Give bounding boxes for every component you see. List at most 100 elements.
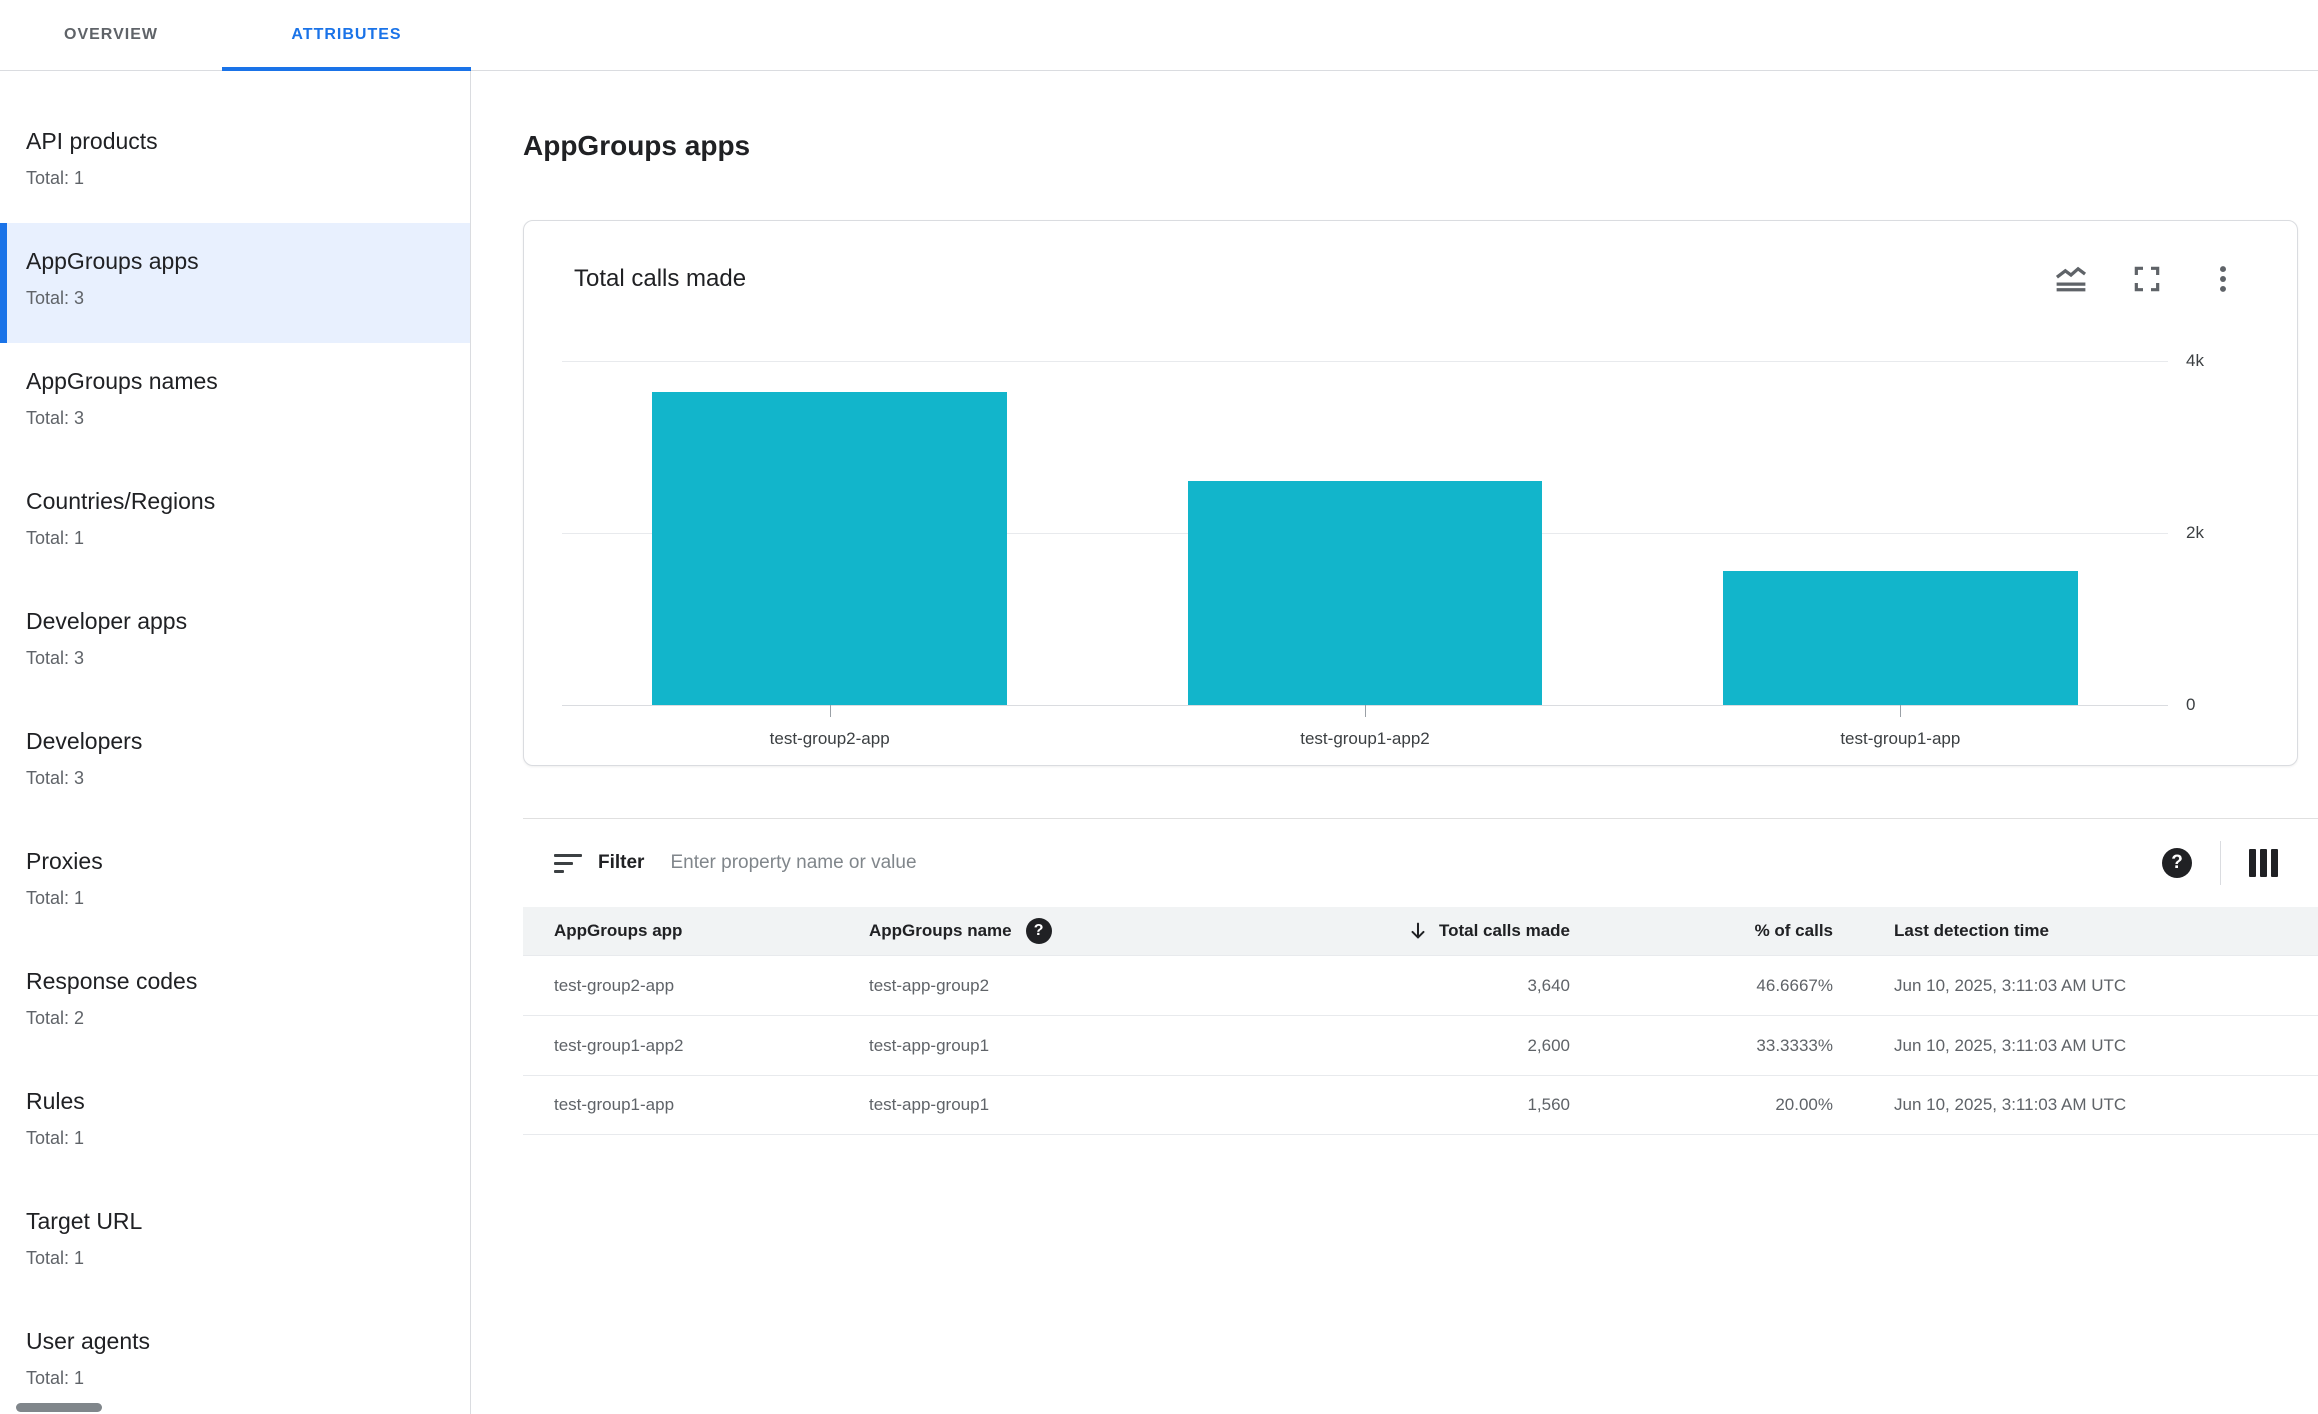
sidebar-item-label: API products: [26, 128, 158, 154]
table-cell: test-group1-app2: [554, 1035, 684, 1055]
sidebar-item-total: Total: 1: [26, 888, 85, 908]
chart-plot-area: test-group2-app test-group1-app2 test-grou…: [562, 361, 2168, 748]
chart-card-header: Total calls made: [524, 221, 2297, 297]
sidebar-item-developers[interactable]: Developers Total: 3: [0, 703, 470, 823]
sidebar-item-label: User agents: [26, 1328, 151, 1354]
sidebar-item-target-url[interactable]: Target URL Total: 1: [0, 1183, 470, 1303]
table-cell: 2,600: [1527, 1035, 1570, 1055]
horizontal-scrollbar-thumb[interactable]: [16, 1403, 102, 1412]
sidebar-item-label: Response codes: [26, 968, 198, 994]
tab-attributes[interactable]: ATTRIBUTES: [222, 0, 471, 71]
column-header-appgroups-app[interactable]: AppGroups app: [523, 921, 869, 941]
sort-desc-arrow-icon: [1407, 920, 1429, 942]
tab-bar: OVERVIEW ATTRIBUTES: [0, 0, 2318, 71]
sidebar-item-developer-apps[interactable]: Developer apps Total: 3: [0, 583, 470, 703]
filter-input[interactable]: [670, 852, 2162, 874]
gridline-4k: [562, 361, 2168, 362]
x-axis-label: test-group1-app2: [1300, 729, 1430, 748]
sidebar-item-rules[interactable]: Rules Total: 1: [0, 1063, 470, 1183]
table-row: test-group1-app test-app-group1 1,560 20.00…: [523, 1075, 2318, 1135]
sidebar-item-user-agents[interactable]: User agents Total: 1: [0, 1303, 470, 1414]
sidebar-item-label: Proxies: [26, 848, 103, 874]
sidebar-items: API products Total: 1 AppGroups apps Total:…: [0, 103, 470, 1414]
page-title: AppGroups apps: [523, 130, 751, 161]
bar-chart: test-group2-app test-group1-app2 test-grou…: [562, 351, 2252, 748]
sidebar-item-label: AppGroups apps: [26, 248, 199, 274]
sidebar-item-total: Total: 2: [26, 1008, 85, 1028]
main-panel: AppGroups apps Total calls made: [471, 71, 2318, 1414]
attribute-table-section: Filter ? AppGroups app AppGroups name? Tot…: [523, 818, 2318, 1135]
sidebar-item-total: Total: 3: [26, 288, 85, 308]
sidebar-item-label: Target URL: [26, 1208, 143, 1234]
table-cell: test-app-group1: [869, 1095, 990, 1114]
column-header-last-detection-time[interactable]: Last detection time: [1833, 921, 2318, 941]
sidebar-item-total: Total: 1: [26, 528, 85, 548]
fullscreen-icon[interactable]: [2129, 261, 2165, 297]
column-header-appgroups-name[interactable]: AppGroups name?: [869, 918, 1324, 944]
sidebar-item-proxies[interactable]: Proxies Total: 1: [0, 823, 470, 943]
help-icon[interactable]: ?: [2162, 848, 2192, 878]
sidebar-item-appgroups-names[interactable]: AppGroups names Total: 3: [0, 343, 470, 463]
toolbar-divider: [2220, 841, 2221, 885]
table-cell: 46.6667%: [1756, 975, 1833, 995]
sidebar-item-total: Total: 1: [26, 168, 85, 188]
area-chart-icon[interactable]: [2053, 261, 2089, 297]
bar-test-group1-app2[interactable]: [1187, 481, 1543, 705]
sidebar-item-total: Total: 3: [26, 408, 85, 428]
sidebar-item-label: Developer apps: [26, 608, 188, 634]
x-axis-tick: [1365, 705, 1366, 717]
table-row: test-group2-app test-app-group2 3,640 46.66…: [523, 955, 2318, 1015]
column-header-label: AppGroups name: [869, 921, 1012, 940]
chart-card-actions: [2053, 261, 2241, 297]
y-axis-tick-label: 2k: [2186, 523, 2204, 542]
sidebar-item-total: Total: 1: [26, 1128, 85, 1148]
sidebar-item-label: Countries/Regions: [26, 488, 216, 514]
sidebar-item-appgroups-apps[interactable]: AppGroups apps Total: 3: [0, 223, 470, 343]
table-cell: test-app-group2: [869, 975, 990, 995]
sidebar-item-api-products[interactable]: API products Total: 1: [0, 103, 470, 223]
sidebar-item-label: Rules: [26, 1088, 85, 1114]
columns-icon[interactable]: [2249, 849, 2278, 877]
x-axis-label: test-group1-app: [1840, 729, 1961, 748]
content-layout: API products Total: 1 AppGroups apps Total:…: [0, 71, 2318, 1414]
filter-label: Filter: [598, 852, 645, 873]
table-cell: Jun 10, 2025, 3:11:03 AM UTC: [1894, 975, 2127, 995]
column-header-total-calls-made[interactable]: Total calls made: [1324, 920, 1570, 942]
table-cell: test-group2-app: [554, 975, 675, 995]
sidebar-item-response-codes[interactable]: Response codes Total: 2: [0, 943, 470, 1063]
bar-test-group1-app[interactable]: [1723, 570, 2078, 705]
table-cell: 3,640: [1527, 975, 1570, 995]
sidebar-item-total: Total: 3: [26, 648, 85, 668]
tab-overview[interactable]: OVERVIEW: [64, 26, 158, 43]
y-axis-tick-label: 0: [2186, 695, 2196, 714]
sidebar-item-countries-regions[interactable]: Countries/Regions Total: 1: [0, 463, 470, 583]
chart-title: Total calls made: [574, 265, 747, 292]
table-cell: Jun 10, 2025, 3:11:03 AM UTC: [1894, 1035, 2127, 1055]
sidebar-item-total: Total: 1: [26, 1248, 85, 1268]
column-header-label: % of calls: [1754, 921, 1833, 940]
attributes-sidebar: API products Total: 1 AppGroups apps Total:…: [0, 71, 471, 1414]
table-cell: test-app-group1: [869, 1035, 990, 1055]
chart-card: Total calls made: [523, 220, 2298, 766]
sidebar-item-total: Total: 1: [26, 1368, 85, 1388]
column-header-of-calls[interactable]: % of calls: [1570, 921, 1833, 941]
filter-icon[interactable]: [554, 853, 582, 873]
x-axis-tick: [1900, 705, 1902, 717]
table-cell: test-group1-app: [554, 1095, 675, 1114]
table-cell: 33.3333%: [1756, 1035, 1833, 1055]
x-axis-tick: [829, 705, 831, 717]
column-header-label: Last detection time: [1894, 921, 2049, 940]
y-axis-tick-label: 4k: [2186, 351, 2204, 370]
table-cell: 20.00%: [1775, 1095, 1833, 1114]
sidebar-item-total: Total: 3: [26, 768, 85, 788]
filter-toolbar: Filter ?: [523, 819, 2318, 907]
table-cell: Jun 10, 2025, 3:11:03 AM UTC: [1894, 1095, 2127, 1114]
table-body: test-group2-app test-app-group2 3,640 46.66…: [523, 955, 2318, 1135]
sidebar-item-label: AppGroups names: [26, 368, 218, 394]
x-axis-label: test-group2-app: [769, 729, 890, 748]
table-header-row: AppGroups app AppGroups name? Total calls …: [523, 907, 2318, 955]
more-vert-icon[interactable]: [2205, 261, 2241, 297]
table-cell: 1,560: [1527, 1095, 1570, 1114]
help-icon[interactable]: ?: [1025, 918, 1052, 944]
bar-test-group2-app[interactable]: [652, 391, 1007, 705]
